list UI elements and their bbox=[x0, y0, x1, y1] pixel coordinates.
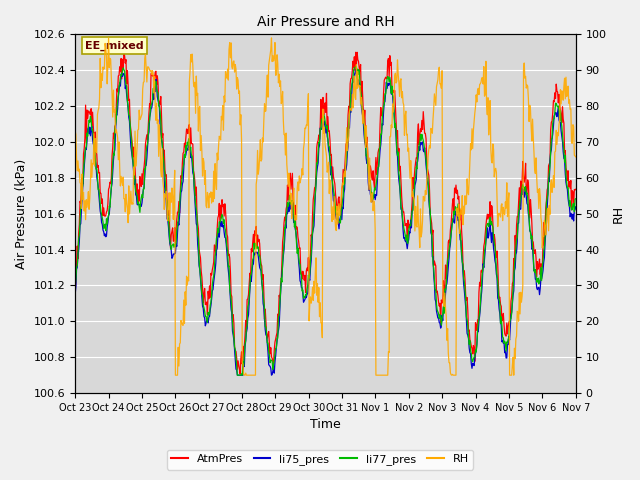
RH bbox=[184, 275, 192, 280]
Y-axis label: Air Pressure (kPa): Air Pressure (kPa) bbox=[15, 158, 28, 269]
Title: Air Pressure and RH: Air Pressure and RH bbox=[257, 15, 394, 29]
Line: li77_pres: li77_pres bbox=[75, 66, 576, 375]
RH bbox=[387, 122, 395, 128]
li77_pres bbox=[81, 159, 88, 165]
li77_pres bbox=[71, 283, 79, 289]
li77_pres bbox=[572, 196, 580, 202]
Line: li75_pres: li75_pres bbox=[75, 70, 576, 375]
AtmPres bbox=[210, 259, 218, 265]
li77_pres bbox=[132, 189, 140, 194]
Legend: AtmPres, li75_pres, li77_pres, RH: AtmPres, li75_pres, li77_pres, RH bbox=[166, 450, 474, 469]
li75_pres bbox=[387, 91, 395, 97]
li75_pres bbox=[572, 204, 580, 210]
li75_pres bbox=[132, 192, 140, 197]
li77_pres bbox=[387, 90, 395, 96]
li77_pres bbox=[234, 372, 241, 378]
X-axis label: Time: Time bbox=[310, 419, 341, 432]
Line: RH: RH bbox=[75, 38, 576, 375]
li77_pres bbox=[402, 237, 410, 243]
Y-axis label: RH: RH bbox=[612, 204, 625, 223]
li75_pres bbox=[81, 164, 88, 169]
li77_pres bbox=[353, 63, 360, 69]
AtmPres bbox=[184, 127, 191, 132]
RH bbox=[572, 154, 580, 160]
Line: AtmPres: AtmPres bbox=[75, 52, 576, 374]
li75_pres bbox=[352, 67, 360, 72]
RH bbox=[105, 35, 113, 41]
li75_pres bbox=[402, 238, 410, 243]
AtmPres bbox=[402, 221, 410, 227]
AtmPres bbox=[81, 146, 88, 152]
RH bbox=[71, 128, 79, 133]
RH bbox=[81, 208, 88, 214]
li75_pres bbox=[234, 372, 241, 378]
AtmPres bbox=[120, 49, 128, 55]
li77_pres bbox=[182, 147, 190, 153]
li75_pres bbox=[182, 147, 190, 153]
AtmPres bbox=[71, 287, 79, 292]
li75_pres bbox=[71, 291, 79, 297]
AtmPres bbox=[387, 60, 395, 65]
li77_pres bbox=[209, 276, 217, 282]
AtmPres bbox=[572, 186, 580, 192]
RH bbox=[172, 372, 179, 378]
RH bbox=[211, 196, 218, 202]
AtmPres bbox=[132, 193, 140, 199]
Text: EE_mixed: EE_mixed bbox=[85, 41, 144, 51]
RH bbox=[402, 108, 410, 114]
li75_pres bbox=[209, 287, 217, 292]
RH bbox=[132, 155, 140, 161]
AtmPres bbox=[236, 371, 244, 377]
